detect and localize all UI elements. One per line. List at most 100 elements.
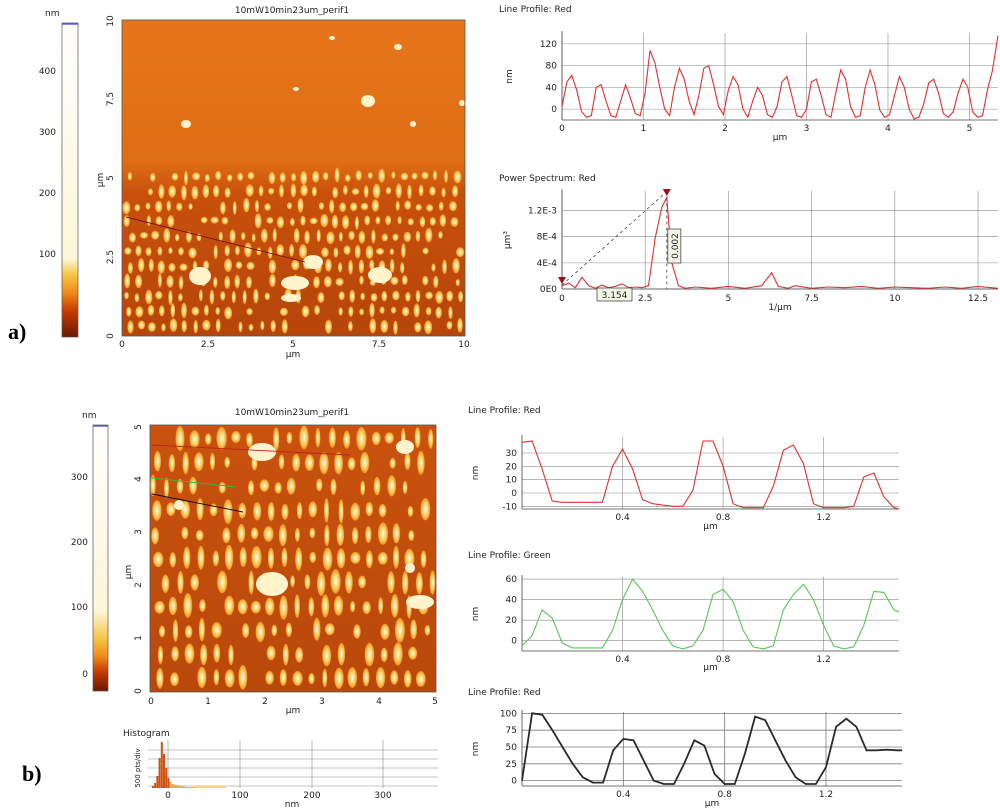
afm-image-b-profile-line-green — [151, 477, 237, 488]
afm-grain — [448, 306, 453, 320]
afm-grain — [199, 599, 206, 612]
x-tick-label: 5 — [967, 124, 973, 134]
afm-grain — [267, 547, 275, 569]
afm-grain — [253, 502, 262, 521]
marker-x-readout-box — [596, 287, 633, 302]
chart-title: Power Spectrum: Red — [499, 174, 596, 184]
afm-grain — [304, 454, 315, 472]
afm-grain — [390, 670, 399, 685]
afm-grain — [393, 545, 400, 569]
afm-grain — [153, 551, 164, 568]
colorbar-a-tick-label: 100 — [39, 250, 56, 260]
afm-image-b-profile-line-black — [151, 493, 244, 513]
afm-grain — [178, 247, 184, 256]
afm-grain — [279, 172, 286, 183]
afm-grain — [204, 304, 209, 316]
afm-grain — [158, 184, 165, 199]
x-tick-label: 0.4 — [615, 513, 630, 523]
afm-grain — [251, 233, 256, 243]
colorbar-a-tick-label: 300 — [39, 128, 56, 138]
afm-a-ylabel: µm — [96, 173, 106, 188]
afm-grain — [380, 319, 389, 333]
afm-grain — [338, 499, 344, 524]
afm-grain — [424, 320, 433, 335]
histogram-bar — [165, 768, 168, 788]
afm-grain — [395, 183, 402, 199]
afm-grain — [255, 621, 265, 643]
afm-grain — [408, 530, 415, 542]
afm-grain — [246, 261, 255, 270]
histogram-xtick-label: 0 — [165, 791, 171, 801]
colorbar-a-tick-label: 200 — [39, 189, 56, 199]
afm-grain — [419, 216, 426, 228]
afm-grain — [317, 292, 325, 304]
y-tick-label: 120 — [540, 40, 557, 50]
afm-grain — [343, 430, 351, 449]
afm-grain — [334, 667, 344, 690]
afm-grain — [320, 214, 329, 228]
y-axis-label: µm³ — [503, 231, 513, 249]
afm-grain — [323, 172, 329, 181]
marker-triangle[interactable] — [558, 277, 566, 284]
afm-grain — [308, 597, 315, 617]
afm-grain — [181, 302, 187, 319]
afm-grain — [295, 547, 303, 571]
afm-grain — [229, 229, 236, 243]
afm-grain — [274, 482, 282, 494]
afm-grain — [157, 260, 165, 274]
colorbar-b-bar — [92, 424, 109, 692]
afm-b-ytick-label: 3 — [134, 529, 144, 535]
afm-grain — [355, 170, 362, 181]
afm-grain — [197, 666, 207, 689]
afm-grain — [415, 230, 421, 242]
afm-grain — [224, 544, 234, 571]
afm-grain — [127, 320, 134, 334]
afm-grain — [254, 213, 262, 229]
afm-grain — [174, 500, 184, 510]
x-axis-label: 1/µm — [768, 303, 791, 313]
histogram-xlabel: nm — [285, 800, 299, 810]
y-tick-label: 80 — [546, 62, 558, 72]
afm-grain — [155, 291, 163, 300]
afm-grain — [372, 183, 381, 199]
y-tick-label: 20 — [506, 616, 518, 626]
afm-grain — [360, 451, 370, 474]
afm-grain — [197, 545, 205, 570]
x-tick-label: 1.2 — [816, 513, 830, 523]
afm-image-b: 10mW10min23um_perif1 0 1 2 3 4 5 µm 0 1 … — [124, 408, 438, 716]
afm-grain — [147, 188, 154, 196]
afm-grain — [239, 547, 247, 568]
x-tick-label: 7.5 — [804, 294, 818, 304]
afm-grain — [429, 217, 436, 226]
afm-grain — [345, 571, 353, 594]
histogram-bar — [158, 758, 161, 788]
afm-grain — [204, 174, 210, 182]
afm-grain — [181, 320, 187, 333]
afm-grain — [181, 526, 189, 540]
marker-triangle[interactable] — [662, 189, 671, 196]
afm-grain — [175, 426, 185, 451]
afm-grain — [365, 550, 373, 569]
afm-grain — [127, 171, 133, 181]
afm-grain — [314, 305, 320, 316]
afm-grain — [438, 201, 444, 211]
afm-grain — [271, 624, 278, 637]
y-tick-label: 0 — [511, 637, 517, 647]
afm-grain — [402, 570, 409, 595]
afm-grain — [459, 100, 465, 106]
afm-grain — [378, 597, 384, 615]
afm-grain — [432, 170, 438, 181]
afm-b-ytick-label: 4 — [134, 476, 144, 482]
afm-grain — [188, 247, 197, 259]
afm-grain — [238, 321, 243, 333]
afm-grain — [188, 203, 193, 210]
afm-grain — [422, 275, 429, 286]
x-tick-label: 5 — [726, 294, 732, 304]
afm-grain — [441, 187, 446, 198]
histogram-bar — [169, 782, 172, 788]
afm-image-a-profile-line — [125, 216, 306, 263]
afm-grain — [338, 307, 343, 316]
afm-a-ytick-label: 0 — [106, 333, 116, 339]
afm-image-b-features — [150, 425, 436, 690]
